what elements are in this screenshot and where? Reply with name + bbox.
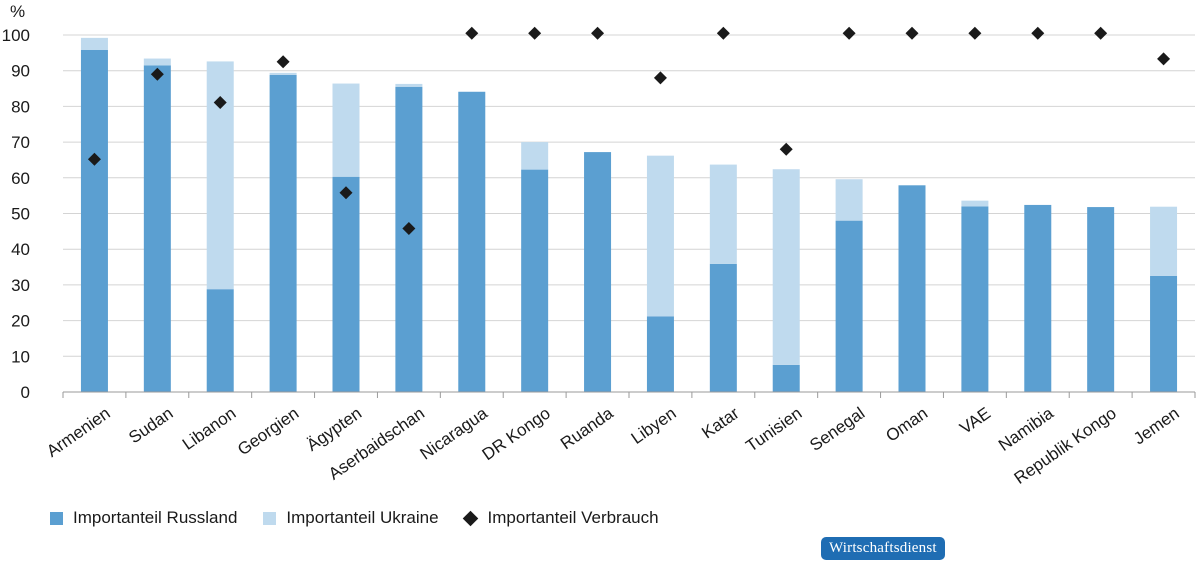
bar-russland-georgien [269, 74, 297, 392]
bar-russland-jemen [1150, 275, 1178, 392]
bar-russland-libyen [646, 316, 674, 392]
marker-verbrauch-ruanda [591, 26, 605, 40]
legend-item-ukraine: Importanteil Ukraine [263, 508, 439, 528]
marker-verbrauch-republik-kongo [1094, 26, 1108, 40]
y-axis-unit-label: % [10, 2, 25, 21]
bar-ukraine-katar [709, 164, 737, 264]
marker-verbrauch-georgien [276, 55, 290, 69]
marker-verbrauch-namibia [1031, 26, 1045, 40]
legend-item-verbrauch: Importanteil Verbrauch [462, 508, 659, 528]
bar-ukraine-aserbaidschan [395, 83, 423, 87]
legend-label-verbrauch: Importanteil Verbrauch [487, 508, 659, 527]
y-tick-90: 90 [11, 62, 30, 81]
publisher-badge: Wirtschaftsdienst [821, 537, 945, 560]
y-tick-100: 100 [2, 26, 30, 45]
bar-ukraine-aegypten [332, 83, 360, 177]
legend-label-ukraine: Importanteil Ukraine [286, 508, 439, 527]
y-tick-50: 50 [11, 205, 30, 224]
marker-verbrauch-armenien [87, 152, 101, 166]
bar-ukraine-libyen [646, 155, 674, 317]
bar-ukraine-tunisien [772, 169, 800, 365]
x-tick-label-vae: VAE [956, 404, 994, 438]
bar-ukraine-armenien [80, 37, 108, 50]
bar-russland-republik-kongo [1087, 207, 1115, 392]
y-tick-30: 30 [11, 276, 30, 295]
x-tick-label-libanon: Libanon [179, 404, 239, 454]
x-tick-label-oman: Oman [882, 404, 931, 446]
marker-verbrauch-tunisien [779, 142, 793, 156]
bar-russland-ruanda [584, 152, 612, 392]
legend-diamond-icon [462, 510, 478, 526]
markers [87, 26, 1171, 235]
marker-verbrauch-aserbaidschan [402, 221, 416, 235]
x-tick-label-katar: Katar [698, 403, 742, 442]
bar-russland-aegypten [332, 176, 360, 392]
bar-ukraine-sudan [143, 58, 171, 66]
legend-label-russland: Importanteil Russland [73, 508, 238, 527]
gridlines [63, 34, 1195, 357]
x-axis [62, 391, 1196, 398]
x-tick-label-sudan: Sudan [125, 404, 176, 448]
bar-russland-oman [898, 185, 926, 392]
bar-russland-dr-kongo [521, 169, 549, 392]
x-tick-label-tunisien: Tunisien [742, 404, 805, 456]
bar-ukraine-dr-kongo [521, 142, 549, 170]
x-tick-label-ruanda: Ruanda [557, 403, 617, 453]
bar-russland-nicaragua [458, 91, 486, 392]
y-tick-0: 0 [21, 383, 30, 402]
x-tick-label-nicaragua: Nicaragua [417, 403, 492, 463]
marker-verbrauch-nicaragua [465, 26, 479, 40]
bar-russland-libanon [206, 289, 234, 392]
y-tick-60: 60 [11, 169, 30, 188]
y-tick-80: 80 [11, 97, 30, 116]
marker-verbrauch-oman [905, 26, 919, 40]
x-tick-label-georgien: Georgien [234, 404, 302, 460]
bars [80, 37, 1178, 393]
legend: Importanteil Russland Importanteil Ukrai… [50, 508, 685, 528]
marker-verbrauch-katar [716, 26, 730, 40]
x-tick-label-senegal: Senegal [806, 404, 868, 455]
x-tick-label-dr-kongo: DR Kongo [479, 404, 554, 465]
bar-ukraine-georgien [269, 72, 297, 75]
y-tick-20: 20 [11, 312, 30, 331]
marker-verbrauch-jemen [1157, 52, 1171, 66]
bar-russland-sudan [143, 65, 171, 392]
y-tick-10: 10 [11, 347, 30, 366]
bar-russland-senegal [835, 220, 863, 392]
marker-verbrauch-libanon [213, 95, 227, 109]
bar-ukraine-senegal [835, 179, 863, 221]
marker-verbrauch-aegypten [339, 186, 353, 200]
bar-russland-vae [961, 206, 989, 392]
x-tick-label-armenien: Armenien [43, 404, 114, 461]
bar-russland-katar [709, 263, 737, 392]
bar-ukraine-libanon [206, 61, 234, 290]
legend-item-russland: Importanteil Russland [50, 508, 237, 528]
marker-verbrauch-libyen [653, 71, 667, 85]
bar-ukraine-jemen [1150, 206, 1178, 276]
legend-swatch-russland [50, 511, 63, 525]
bar-russland-namibia [1024, 204, 1052, 392]
y-tick-labels: 0 10 20 30 40 50 60 70 80 90 100 [2, 26, 30, 402]
marker-verbrauch-sudan [150, 67, 164, 81]
bar-russland-armenien [80, 49, 108, 393]
bar-russland-tunisien [772, 364, 800, 392]
marker-verbrauch-dr-kongo [528, 26, 542, 40]
bar-russland-aserbaidschan [395, 86, 423, 392]
x-tick-label-libyen: Libyen [628, 404, 680, 448]
x-tick-label-jemen: Jemen [1130, 404, 1183, 449]
bar-ukraine-vae [961, 200, 989, 207]
y-tick-40: 40 [11, 240, 30, 259]
y-tick-70: 70 [11, 133, 30, 152]
marker-verbrauch-senegal [842, 26, 856, 40]
marker-verbrauch-vae [968, 26, 982, 40]
legend-swatch-ukraine [263, 511, 277, 525]
